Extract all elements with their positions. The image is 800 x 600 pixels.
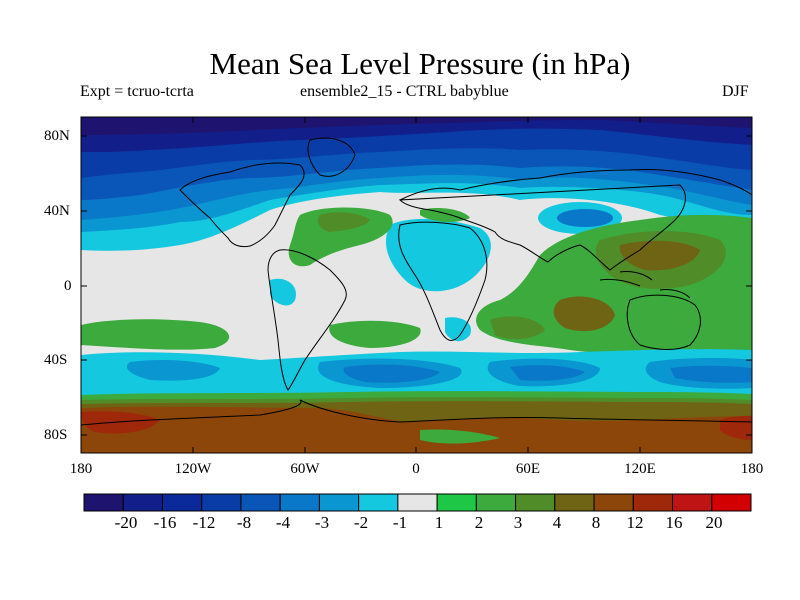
- coast-antarctica: [81, 399, 752, 426]
- colorbar-label: -12: [192, 513, 216, 532]
- lon-label-120w: 120W: [174, 461, 212, 477]
- coast-greenland: [307, 137, 356, 177]
- experiment-label: Expt = tcruo-tcrta: [80, 83, 194, 100]
- colorbar-label: 3: [513, 513, 523, 532]
- coast-maritime: [599, 271, 691, 299]
- colorbar-swatch: [515, 493, 556, 512]
- ensemble-label: ensemble2_15 - CTRL babyblue: [300, 83, 509, 100]
- negative-anomaly-africa: [385, 218, 491, 292]
- map-title: Mean Sea Level Pressure (in hPa): [209, 46, 631, 81]
- lat-label-80n: 80N: [44, 128, 70, 144]
- colorbar-swatch: [318, 493, 360, 512]
- colorbar-label: 8: [591, 513, 601, 532]
- positive-anomaly-antarctic-patch: [420, 429, 500, 444]
- lon-label-180w: 180: [69, 461, 93, 477]
- coast-australia: [626, 294, 701, 350]
- lon-label-180e: 180: [740, 461, 764, 477]
- colorbar-swatch: [201, 493, 242, 512]
- colorbar-label: 1: [434, 513, 444, 532]
- lat-label-80s: 80S: [44, 427, 68, 443]
- lon-label-0: 0: [412, 461, 420, 477]
- colorbar-swatch: [554, 493, 595, 512]
- negative-anomaly-north-7: [81, 117, 752, 135]
- negative-anomaly-south-1: [126, 360, 220, 381]
- colorbar-label: 2: [474, 513, 484, 532]
- colorbar-label: 20: [705, 513, 723, 532]
- colorbar-swatch: [240, 493, 281, 512]
- colorbar-swatch: [161, 493, 203, 512]
- colorbar-label: 16: [665, 513, 683, 532]
- colorbar-label: -8: [236, 513, 252, 532]
- coast-africa: [398, 221, 488, 341]
- colorbar-swatch: [632, 493, 674, 512]
- colorbar-swatch: [83, 493, 124, 512]
- positive-anomaly-indian-2: [490, 316, 545, 340]
- colorbar: [83, 493, 752, 512]
- colorbar-swatch: [358, 493, 399, 512]
- colorbar-label: -1: [392, 513, 408, 532]
- colorbar-swatch: [397, 493, 438, 512]
- colorbar-swatch: [593, 493, 634, 512]
- negative-anomaly-sa-2: [445, 317, 471, 342]
- coast-north-america: [179, 162, 305, 248]
- colorbar-swatch: [279, 493, 320, 512]
- season-label: DJF: [722, 83, 749, 100]
- negative-anomaly-south-5: [510, 365, 585, 381]
- colorbar-label: -4: [275, 513, 291, 532]
- colorbar-swatch: [475, 493, 517, 512]
- colorbar-label: -2: [353, 513, 369, 532]
- positive-anomaly-indian-core: [553, 296, 615, 332]
- colorbar-swatch: [122, 493, 163, 512]
- positive-anomaly-satl: [329, 320, 421, 348]
- colorbar-swatch: [711, 493, 752, 512]
- coast-eurasia: [398, 169, 752, 271]
- colorbar-swatch: [436, 493, 477, 512]
- lon-label-60w: 60W: [290, 461, 320, 477]
- negative-anomaly-south-3: [343, 364, 440, 383]
- negative-anomaly-sa: [270, 278, 296, 306]
- negative-anomaly-south-7: [670, 365, 752, 383]
- coast-south-america: [267, 249, 347, 391]
- negative-anomaly-asia-core: [557, 209, 613, 227]
- pressure-field: [81, 117, 752, 453]
- lon-label-120e: 120E: [624, 461, 656, 477]
- colorbar-label: 4: [552, 513, 562, 532]
- positive-anomaly-antarctic-4: [81, 406, 752, 453]
- positive-anomaly-atlantic-core: [318, 212, 370, 232]
- colorbar-label: -3: [314, 513, 330, 532]
- coastlines: [81, 137, 752, 426]
- lon-label-60e: 60E: [515, 461, 541, 477]
- colorbar-label: -20: [114, 513, 138, 532]
- axis-ticks: [81, 117, 752, 453]
- colorbar-label: 12: [626, 513, 644, 532]
- positive-anomaly-spac: [81, 319, 230, 350]
- positive-anomaly-europe: [420, 207, 470, 222]
- lat-label-40s: 40S: [44, 352, 68, 368]
- positive-anomaly-pacific-core-2: [619, 240, 700, 271]
- colorbar-label: -16: [153, 513, 177, 532]
- positive-anomaly-spac-east: [705, 320, 752, 349]
- lat-label-eq: 0: [64, 278, 72, 294]
- colorbar-swatch: [672, 493, 713, 512]
- lat-label-40n: 40N: [44, 203, 70, 219]
